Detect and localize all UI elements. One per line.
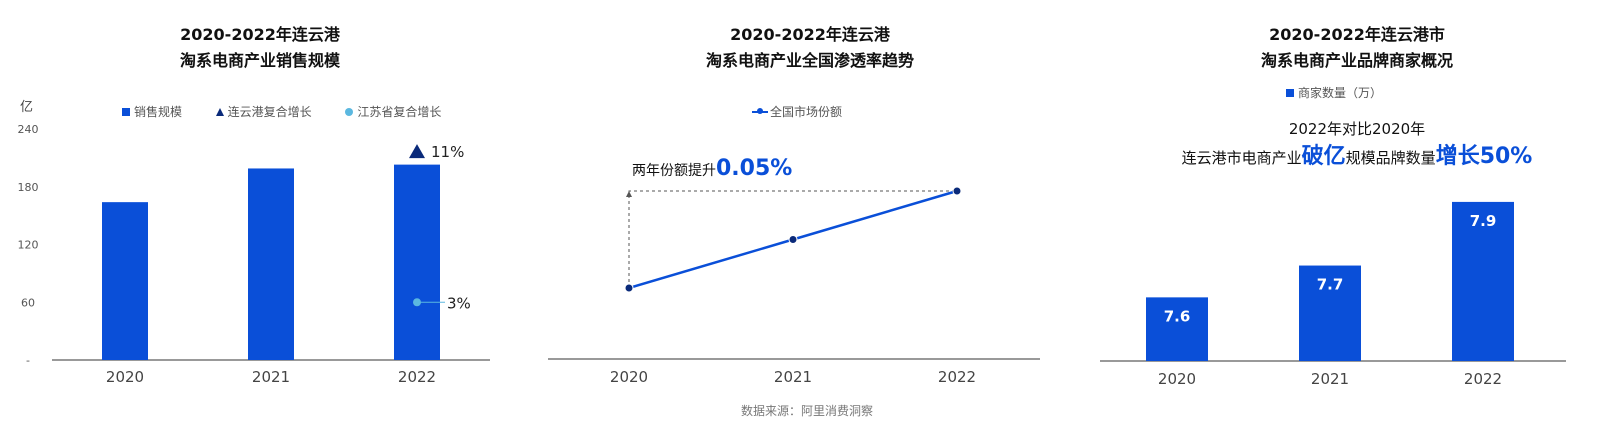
- x-tick-label: 2020: [1158, 370, 1196, 388]
- sales-bar: [102, 202, 148, 360]
- chart2-title-line1: 2020-2022年连云港: [730, 25, 890, 44]
- sales-bar: [248, 168, 294, 360]
- chart2-title: 2020-2022年连云港 淘系电商产业全国渗透率趋势: [540, 22, 1080, 74]
- chart2-plot: 2020 2021 2022: [548, 186, 1040, 386]
- chart1-plot: 亿 - 60 120 180 240 2020 2021 2022 11% 3%: [18, 100, 490, 386]
- chart1-legend-item-0: 销售规模: [134, 105, 183, 119]
- chart3-annotation-line2: 连云港市电商产业破亿规模品牌数量增长50%: [1100, 138, 1614, 170]
- penetration-trend-chart-panel: 2020-2022年连云港 淘系电商产业全国渗透率趋势 全国市场份额 两年份额提…: [540, 0, 1080, 444]
- chart1-legend-item-2: 江苏省复合增长: [357, 105, 442, 119]
- chart3-title: 2020-2022年连云港市 淘系电商产业品牌商家概况: [1100, 22, 1614, 74]
- chart2-annotation-value: 0.05%: [716, 156, 793, 181]
- x-tick-label: 2021: [774, 368, 812, 386]
- y-axis-unit-label: 亿: [20, 100, 33, 115]
- y-tick-label: 240: [18, 123, 39, 136]
- growth-triangle-marker: [409, 144, 425, 159]
- chart1-title: 2020-2022年连云港 淘系电商产业销售规模: [0, 22, 520, 74]
- y-tick-label: 120: [18, 239, 39, 252]
- market-share-point: [788, 235, 798, 244]
- market-share-point: [952, 186, 962, 196]
- market-share-point: [624, 283, 634, 293]
- bar-value-label: 7.7: [1317, 276, 1344, 294]
- x-tick-label: 2021: [1311, 370, 1349, 388]
- x-tick-label: 2022: [1464, 370, 1502, 388]
- bar-value-label: 7.9: [1470, 212, 1497, 230]
- chart1-legend: 销售规模 连云港复合增长 江苏省复合增长: [122, 103, 441, 120]
- x-tick-label: 2022: [938, 368, 976, 386]
- bracket-arrowhead: [626, 191, 632, 197]
- x-tick-label: 2020: [610, 368, 648, 386]
- y-tick-label: 60: [21, 296, 35, 309]
- chart2-annotation: 两年份额提升0.05%: [632, 156, 792, 181]
- growth-label: 3%: [447, 294, 471, 312]
- legend-square-icon: [1286, 88, 1294, 97]
- chart2-legend: 全国市场份额: [752, 103, 842, 120]
- chart3-annotation-highlight-d: 增长50%: [1435, 144, 1533, 169]
- legend-line-marker-icon: [752, 107, 768, 114]
- bar-value-label: 7.6: [1164, 307, 1191, 325]
- merchant-count-bar: [1452, 201, 1514, 361]
- y-tick-label: 180: [18, 181, 39, 194]
- chart3-title-line2: 淘系电商产业品牌商家概况: [1260, 51, 1453, 70]
- x-tick-label: 2020: [106, 368, 144, 386]
- x-tick-label: 2022: [398, 368, 436, 386]
- chart3-legend: 商家数量（万）: [1286, 84, 1382, 101]
- sales-bar: [394, 164, 440, 360]
- legend-triangle-icon: [215, 107, 224, 116]
- chart1-legend-item-1: 连云港复合增长: [227, 105, 312, 119]
- chart3-annotation-highlight-b: 破亿: [1301, 144, 1346, 169]
- chart3-plot: 7.6 2020 7.7 2021 7.9 2022: [1100, 201, 1566, 388]
- data-source-note: 数据来源：阿里消费洞察: [740, 404, 873, 418]
- merchant-count-bar: [1146, 297, 1208, 361]
- chart1-title-line2: 淘系电商产业销售规模: [179, 51, 340, 70]
- chart2-legend-item-0: 全国市场份额: [770, 105, 843, 119]
- y-tick-label: -: [26, 354, 30, 367]
- legend-square-icon: [122, 107, 130, 116]
- chart3-title-line1: 2020-2022年连云港市: [1269, 25, 1445, 44]
- sales-scale-chart-panel: 2020-2022年连云港 淘系电商产业销售规模 销售规模 连云港复合增长 江苏…: [0, 0, 520, 444]
- chart3-annotation-part-a: 连云港市电商产业: [1181, 149, 1302, 167]
- chart2-title-line2: 淘系电商产业全国渗透率趋势: [705, 51, 914, 70]
- chart3-annotation-line1: 2022年对比2020年: [1288, 120, 1426, 138]
- growth-circle-marker: [413, 298, 421, 307]
- chart3-annotation-part-c: 规模品牌数量: [1345, 149, 1436, 167]
- chart1-title-line1: 2020-2022年连云港: [180, 25, 340, 44]
- merchant-count-bar: [1299, 265, 1361, 361]
- growth-label: 11%: [431, 143, 464, 161]
- brand-merchants-chart-panel: 2020-2022年连云港市 淘系电商产业品牌商家概况 商家数量（万） 2022…: [1100, 0, 1614, 444]
- legend-circle-icon: [345, 107, 354, 116]
- x-tick-label: 2021: [252, 368, 290, 386]
- chart2-annotation-prefix: 两年份额提升: [632, 163, 716, 179]
- chart3-legend-item-0: 商家数量（万）: [1298, 86, 1383, 100]
